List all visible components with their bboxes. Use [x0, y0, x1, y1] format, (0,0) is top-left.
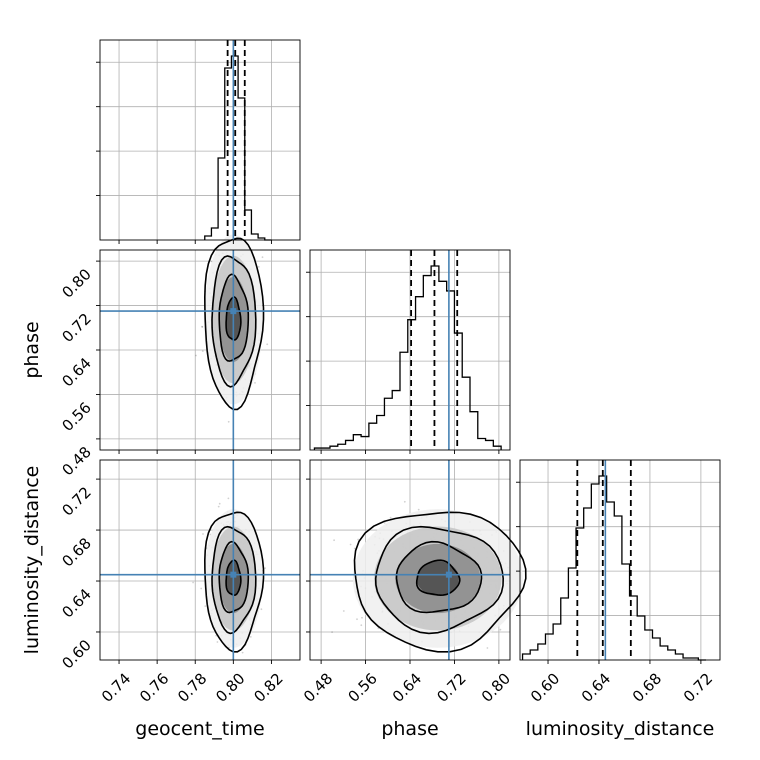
truth-marker — [446, 572, 452, 578]
truth-marker — [230, 308, 236, 314]
scatter-point — [258, 266, 260, 268]
scatter-point — [418, 509, 420, 511]
scatter-point — [350, 544, 352, 546]
scatter-point — [204, 605, 206, 607]
scatter-point — [218, 506, 220, 508]
scatter-point — [390, 517, 392, 519]
scatter-point — [262, 256, 264, 258]
scatter-point — [201, 326, 203, 328]
scatter-point — [195, 355, 197, 357]
xlabel-geocent-time: geocent_time — [135, 718, 264, 740]
scatter-point — [254, 382, 256, 384]
xlabel-luminosity-distance: luminosity_distance — [526, 718, 715, 740]
ylabel-phase: phase — [21, 321, 43, 378]
scatter-point — [331, 631, 333, 633]
xlabel-phase: phase — [381, 718, 438, 740]
scatter-point — [343, 610, 345, 612]
scatter-point — [500, 629, 502, 631]
scatter-point — [192, 582, 194, 584]
corner-plot: 0.480.560.640.720.800.74 0.76 0.78 0.80 0.82… — [0, 0, 760, 760]
scatter-point — [217, 641, 219, 643]
scatter-point — [333, 539, 335, 541]
scatter-point — [202, 350, 204, 352]
scatter-point — [250, 636, 252, 638]
scatter-point — [487, 647, 489, 649]
scatter-point — [357, 539, 359, 541]
scatter-point — [202, 533, 204, 535]
truth-marker — [230, 572, 236, 578]
ylabel-luminosity-distance: luminosity_distance — [21, 466, 43, 655]
scatter-point — [361, 617, 363, 619]
scatter-point — [219, 503, 221, 505]
scatter-point — [242, 652, 244, 654]
scatter-point — [266, 343, 268, 345]
scatter-point — [261, 608, 263, 610]
scatter-point — [228, 498, 230, 500]
scatter-point — [264, 567, 266, 569]
scatter-point — [404, 501, 406, 503]
scatter-point — [200, 588, 202, 590]
scatter-point — [356, 618, 358, 620]
scatter-point — [360, 624, 362, 626]
scatter-point — [228, 421, 230, 423]
